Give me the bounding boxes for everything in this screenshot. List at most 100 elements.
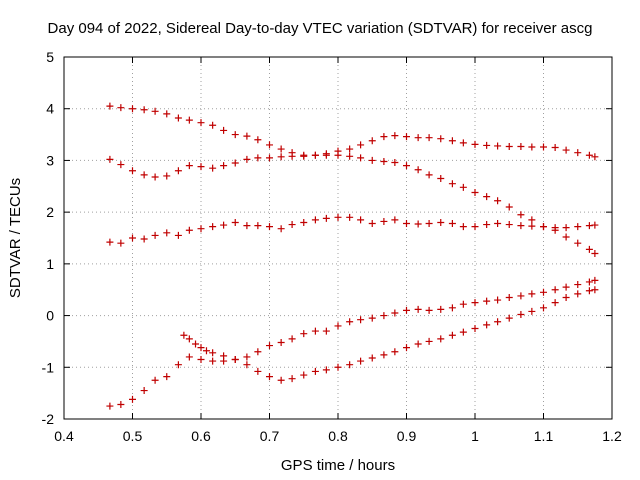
data-point: [380, 312, 388, 320]
data-point: [174, 361, 182, 369]
data-point: [277, 338, 285, 346]
data-point: [174, 114, 182, 122]
data-point: [437, 305, 445, 313]
data-point: [357, 141, 365, 149]
y-tick-label: 0: [46, 308, 54, 324]
x-axis-label: GPS time / hours: [281, 457, 395, 474]
data-point: [254, 136, 262, 144]
data-point: [197, 119, 205, 127]
data-point: [163, 172, 171, 180]
data-point: [471, 140, 479, 148]
data-point: [471, 299, 479, 307]
y-tick-label: 4: [46, 101, 54, 117]
data-point: [311, 327, 319, 335]
data-point: [185, 353, 193, 361]
data-point: [277, 376, 285, 384]
data-point: [220, 352, 228, 360]
data-point: [540, 143, 547, 151]
data-point: [209, 164, 217, 172]
data-point: [448, 304, 456, 312]
data-point: [288, 335, 296, 343]
data-point: [231, 218, 239, 226]
data-point: [129, 105, 136, 113]
data-point: [163, 110, 171, 118]
data-point: [459, 300, 467, 308]
data-point: [311, 367, 319, 375]
data-point: [391, 132, 399, 140]
data-point: [459, 139, 467, 147]
data-point: [368, 137, 376, 145]
data-point: [591, 276, 599, 284]
data-point: [117, 104, 125, 112]
x-tick-label: 0.5: [123, 428, 143, 444]
data-point: [562, 283, 570, 291]
data-point: [220, 221, 228, 229]
data-point: [231, 159, 239, 167]
data-point: [562, 146, 570, 154]
data-point: [380, 133, 388, 141]
x-tick-label: 0.4: [54, 428, 74, 444]
data-point: [197, 225, 205, 233]
data-point: [311, 216, 319, 224]
data-point: [425, 220, 433, 228]
data-point: [591, 153, 599, 161]
data-point: [459, 328, 467, 336]
data-point: [106, 155, 114, 163]
data-point: [243, 361, 251, 369]
data-point: [357, 357, 365, 365]
data-point: [322, 151, 330, 159]
chart-title: Day 094 of 2022, Sidereal Day-to-day VTE…: [48, 20, 593, 37]
data-point: [494, 197, 502, 205]
data-point: [517, 222, 525, 230]
data-point: [551, 144, 559, 151]
data-point: [254, 348, 262, 356]
x-tick-label: 0.7: [260, 428, 280, 444]
x-tick-label: 0.8: [328, 428, 348, 444]
data-point: [185, 226, 193, 234]
data-point: [151, 231, 159, 239]
data-point: [459, 183, 467, 191]
data-point: [368, 220, 376, 228]
data-point: [346, 152, 354, 160]
data-point: [528, 222, 536, 230]
x-tick-label: 1.1: [534, 428, 554, 444]
data-point: [483, 321, 491, 329]
data-point: [117, 161, 125, 169]
x-tick-label: 0.6: [191, 428, 211, 444]
data-point: [448, 220, 456, 228]
data-point: [414, 166, 422, 174]
data-point: [551, 224, 559, 232]
data-point: [129, 167, 136, 175]
data-point: [322, 366, 330, 374]
data-point: [357, 216, 365, 224]
data-point: [551, 299, 559, 307]
data-point: [414, 134, 422, 142]
data-point: [483, 221, 491, 229]
data-point: [185, 162, 193, 170]
data-point: [437, 135, 445, 143]
data-point: [174, 231, 182, 239]
data-point: [254, 222, 262, 230]
x-tick-label: 1.2: [602, 428, 622, 444]
data-point: [483, 141, 491, 149]
series-series-5: [180, 286, 599, 384]
axis-ticks: 0.4 0.5 0.6 0.7 0.8 0.9 1 1.1 1.2 -2 -1 0 1 2 3 4 5: [42, 49, 622, 444]
data-point: [483, 193, 491, 201]
data-point: [471, 325, 479, 332]
data-point: [414, 305, 422, 313]
data-point: [243, 222, 251, 230]
data-point: [540, 304, 547, 312]
data-point: [243, 132, 251, 140]
data-point: [483, 297, 491, 305]
data-point: [528, 307, 536, 315]
data-point: [288, 221, 296, 229]
data-point: [414, 340, 422, 348]
data-point: [380, 157, 388, 165]
data-point: [425, 337, 433, 345]
y-axis-label: SDTVAR / TECUs: [7, 178, 24, 298]
data-point: [591, 221, 599, 229]
data-point: [574, 290, 582, 298]
data-point: [322, 327, 330, 335]
data-point: [231, 356, 239, 364]
